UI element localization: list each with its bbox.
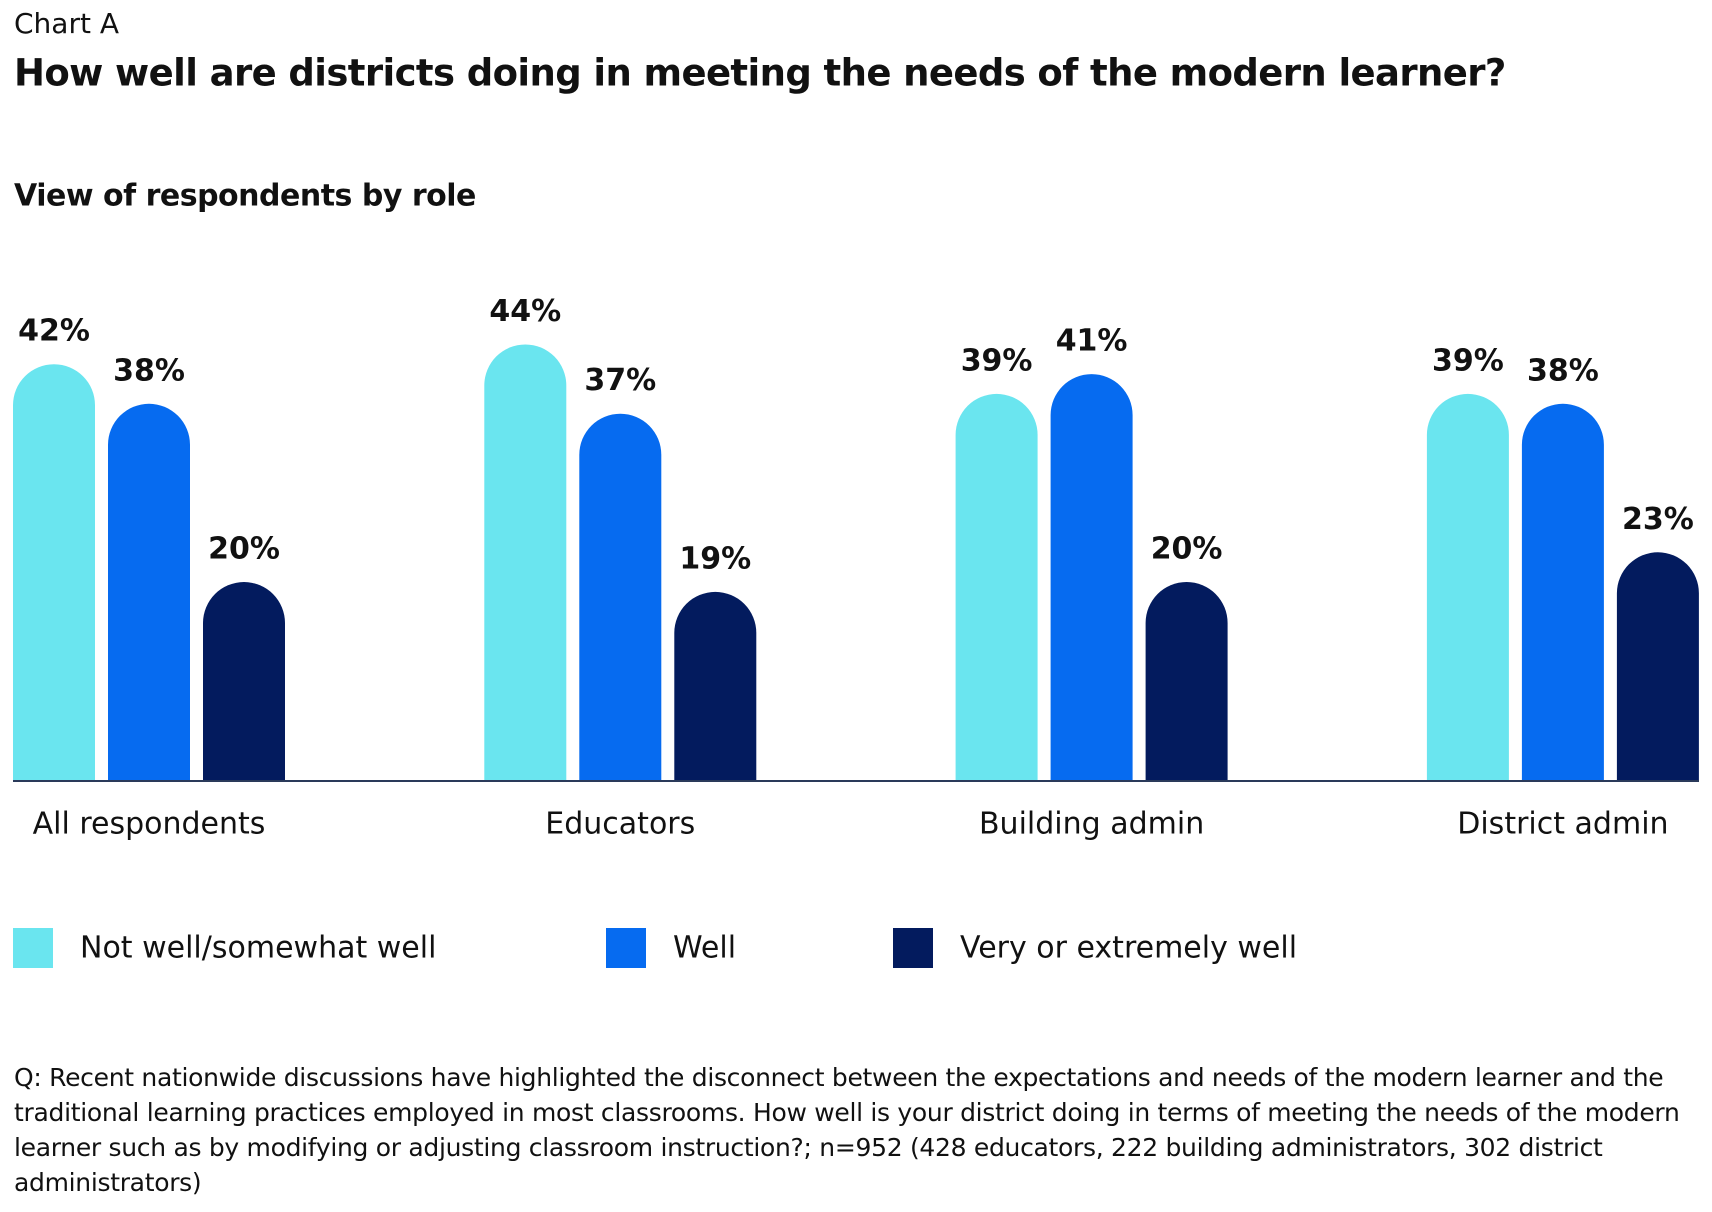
footnote: Q: Recent nationwide discussions have hi… [14, 1063, 1680, 1197]
x-tick-label: Building admin [979, 807, 1204, 842]
value-label: 42% [18, 314, 90, 349]
chart-kicker: Chart A [14, 7, 119, 40]
chart-subtitle: View of respondents by role [14, 179, 476, 214]
bar [1050, 374, 1133, 780]
bar [108, 403, 190, 780]
bar [579, 413, 662, 780]
bar [955, 393, 1038, 780]
chart: Chart A How well are districts doing in … [13, 7, 1699, 968]
value-label: 39% [1432, 343, 1504, 378]
bar [1616, 552, 1699, 780]
value-label: 23% [1622, 502, 1694, 537]
x-tick-label: District admin [1457, 807, 1668, 842]
bar [13, 364, 95, 780]
chart-title: How well are districts doing in meeting … [14, 52, 1506, 95]
bar [674, 591, 757, 780]
bar [1145, 582, 1228, 780]
value-label: 41% [1056, 324, 1128, 359]
value-label: 39% [961, 343, 1033, 378]
legend-swatch [893, 928, 933, 968]
bar [484, 344, 567, 780]
x-tick-label: Educators [545, 807, 695, 842]
legend-label: Not well/somewhat well [80, 931, 436, 966]
value-label: 44% [489, 294, 561, 329]
value-label: 20% [1151, 532, 1223, 567]
legend-swatch [606, 928, 646, 968]
legend-swatch [13, 928, 53, 968]
value-label: 38% [113, 353, 185, 388]
legend-label: Well [673, 931, 736, 966]
bar [1521, 403, 1604, 780]
value-label: 38% [1527, 353, 1599, 388]
value-label: 20% [208, 532, 280, 567]
legend-label: Very or extremely well [960, 931, 1297, 966]
bar [203, 582, 285, 780]
value-label: 37% [584, 363, 656, 398]
value-label: 19% [679, 541, 751, 576]
x-tick-label: All respondents [33, 807, 266, 842]
bar [1426, 393, 1509, 780]
